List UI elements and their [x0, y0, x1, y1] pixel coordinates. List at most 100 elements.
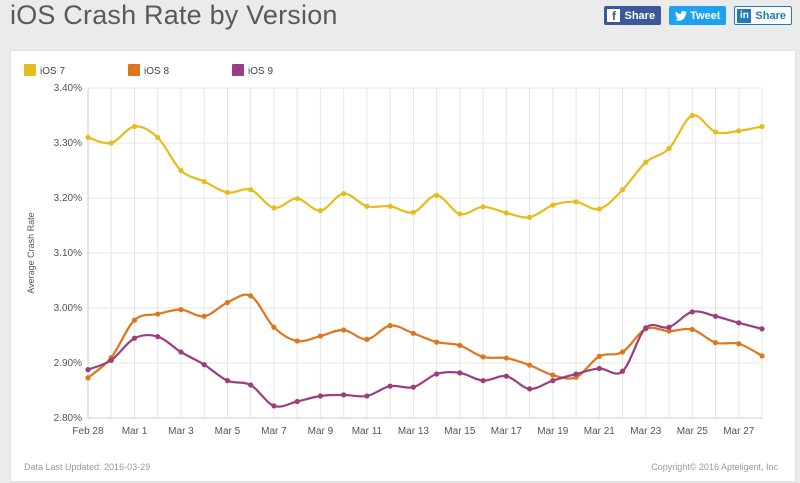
ios-8-data-point[interactable]: [712, 340, 719, 346]
ios-9-data-point[interactable]: [712, 313, 719, 319]
ios-7-data-point[interactable]: [619, 187, 626, 193]
ios-7-data-point[interactable]: [131, 123, 138, 130]
ios-9-data-point[interactable]: [155, 334, 161, 340]
ios-8-data-point[interactable]: [759, 353, 765, 359]
ios-8-legend-label[interactable]: iOS 8: [144, 66, 169, 77]
ios-8-data-point[interactable]: [364, 336, 370, 342]
ios-7-legend-swatch[interactable]: [24, 64, 36, 76]
ios-8-data-point[interactable]: [503, 355, 509, 361]
ios-9-data-point[interactable]: [248, 382, 254, 388]
x-tick-label: Mar 19: [537, 426, 569, 437]
ios-9-data-point[interactable]: [550, 378, 556, 384]
ios-8-data-point[interactable]: [619, 349, 626, 355]
ios-9-data-point[interactable]: [85, 367, 91, 373]
ios-8-data-point[interactable]: [480, 354, 486, 360]
ios-9-data-point[interactable]: [480, 378, 486, 384]
linkedin-share-button[interactable]: in Share: [734, 6, 792, 25]
ios-8-data-point[interactable]: [85, 375, 91, 381]
ios-9-data-point[interactable]: [387, 383, 393, 389]
ios-9-legend-swatch[interactable]: [232, 64, 244, 76]
ios-7-data-point[interactable]: [178, 167, 184, 174]
ios-9-data-point[interactable]: [131, 335, 138, 341]
ios-9-data-point[interactable]: [573, 371, 579, 377]
ios-7-data-point[interactable]: [457, 211, 463, 217]
ios-9-data-point[interactable]: [317, 393, 324, 399]
ios-7-data-point[interactable]: [108, 140, 114, 146]
ios-8-data-point[interactable]: [271, 324, 277, 330]
ios-7-data-point[interactable]: [364, 203, 370, 209]
ios-8-data-point[interactable]: [341, 327, 347, 333]
ios-9-data-point[interactable]: [364, 393, 370, 399]
ios-7-data-point[interactable]: [434, 192, 440, 198]
ios-7-data-point[interactable]: [410, 209, 416, 215]
ios-8-data-point[interactable]: [736, 341, 742, 347]
ios-7-data-point[interactable]: [573, 199, 579, 205]
ios-7-data-point[interactable]: [526, 214, 533, 220]
facebook-share-button[interactable]: f Share: [604, 6, 662, 25]
ios-8-data-point[interactable]: [178, 307, 184, 313]
ios-8-data-point[interactable]: [550, 372, 556, 378]
ios-7-data-point[interactable]: [317, 208, 324, 214]
ios-7-data-point[interactable]: [85, 134, 91, 141]
ios-7-data-point[interactable]: [224, 189, 231, 196]
ios-9-legend-label[interactable]: iOS 9: [248, 66, 273, 77]
ios-9-data-point[interactable]: [457, 370, 463, 376]
ios-8-data-point[interactable]: [248, 293, 254, 299]
ios-8-data-point[interactable]: [155, 311, 161, 317]
ios-8-data-point[interactable]: [434, 339, 440, 345]
ios-7-data-point[interactable]: [596, 206, 602, 212]
x-tick-label: Mar 7: [261, 426, 287, 437]
ios-7-data-point[interactable]: [643, 159, 649, 165]
ios-9-data-point[interactable]: [178, 349, 184, 355]
x-tick-label: Mar 21: [584, 426, 616, 437]
ios-7-data-point[interactable]: [201, 178, 207, 185]
ios-8-data-point[interactable]: [224, 299, 231, 306]
ios-9-data-point[interactable]: [596, 365, 602, 372]
ios-9-data-point[interactable]: [643, 325, 649, 331]
ios-9-data-point[interactable]: [201, 362, 207, 368]
ios-9-data-point[interactable]: [619, 368, 626, 374]
ios-8-data-point[interactable]: [457, 342, 463, 348]
x-tick-label: Feb 28: [72, 426, 104, 437]
ios-7-data-point[interactable]: [341, 191, 347, 197]
ios-7-data-point[interactable]: [712, 129, 719, 135]
ios-8-data-point[interactable]: [689, 326, 695, 333]
ios-8-data-point[interactable]: [317, 333, 324, 339]
ios-9-data-point[interactable]: [294, 398, 300, 405]
ios-9-data-point[interactable]: [108, 357, 114, 363]
ios-7-data-point[interactable]: [248, 187, 254, 193]
ios-8-data-point[interactable]: [387, 323, 393, 329]
twitter-share-button[interactable]: Tweet: [669, 6, 727, 25]
ios-7-data-point[interactable]: [271, 205, 277, 211]
ios-8-data-point[interactable]: [294, 338, 300, 344]
ios-7-data-point[interactable]: [736, 128, 742, 134]
ios-7-data-point[interactable]: [503, 210, 509, 216]
ios-9-data-point[interactable]: [759, 326, 765, 332]
ios-9-data-point[interactable]: [503, 373, 509, 379]
ios-9-data-point[interactable]: [526, 386, 533, 392]
ios-7-data-point[interactable]: [387, 203, 393, 209]
ios-9-data-point[interactable]: [434, 371, 440, 377]
ios-8-data-point[interactable]: [410, 330, 416, 336]
ios-7-data-point[interactable]: [155, 134, 161, 141]
ios-7-data-point[interactable]: [759, 123, 765, 130]
ios-9-data-point[interactable]: [736, 320, 742, 326]
ios-7-data-point[interactable]: [550, 202, 556, 208]
ios-9-data-point[interactable]: [341, 392, 347, 398]
ios-7-data-point[interactable]: [294, 195, 300, 202]
ios-8-data-point[interactable]: [666, 328, 672, 334]
ios-8-data-point[interactable]: [131, 317, 138, 323]
ios-9-data-point[interactable]: [224, 378, 231, 384]
ios-8-data-point[interactable]: [201, 313, 207, 319]
ios-9-data-point[interactable]: [666, 324, 672, 330]
ios-7-data-point[interactable]: [666, 145, 672, 152]
ios-9-data-point[interactable]: [410, 384, 416, 390]
ios-7-data-point[interactable]: [689, 112, 695, 119]
ios-9-data-point[interactable]: [271, 403, 277, 409]
ios-8-legend-swatch[interactable]: [128, 64, 140, 76]
ios-8-data-point[interactable]: [596, 353, 602, 359]
ios-7-legend-label[interactable]: iOS 7: [40, 66, 65, 77]
ios-9-data-point[interactable]: [689, 309, 695, 315]
ios-8-data-point[interactable]: [526, 362, 533, 368]
ios-7-data-point[interactable]: [480, 204, 486, 210]
